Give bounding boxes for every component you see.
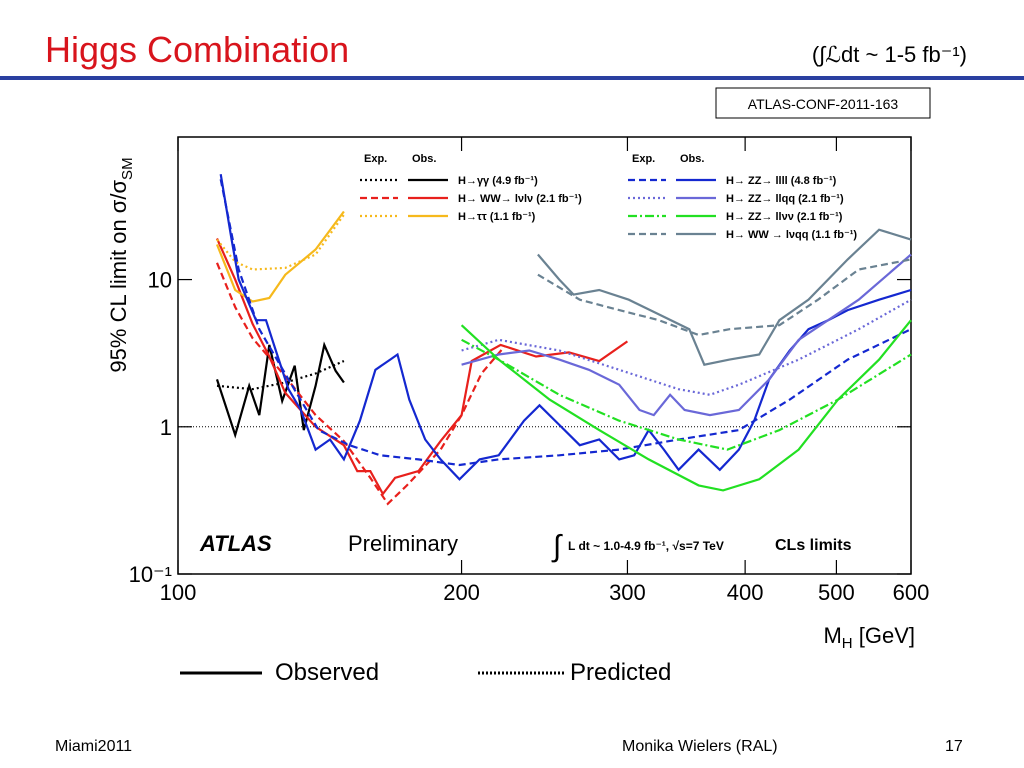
legend-header: Obs. <box>680 153 704 165</box>
expected-line <box>215 262 506 506</box>
lumi-label: L dt ~ 1.0-4.9 fb⁻¹, √s=7 TeV <box>568 539 724 553</box>
y-axis-label-sub: SM <box>119 157 136 180</box>
legend-label: H→ WW→ lνlν (2.1 fb⁻¹) <box>458 193 582 205</box>
legend-label: H→ WW → lνqq (1.1 fb⁻¹) <box>726 229 857 241</box>
observed-line <box>537 228 912 366</box>
reference-box <box>715 87 931 119</box>
expected-line <box>216 359 345 391</box>
legend-label: H→ ZZ→ llνν (2.1 fb⁻¹) <box>726 211 843 223</box>
observed-line <box>219 174 912 481</box>
title-rule <box>0 76 1024 80</box>
reference-text: ATLAS-CONF-2011-163 <box>748 96 899 112</box>
legend-label: H→ ZZ→ llqq (2.1 fb⁻¹) <box>726 193 844 205</box>
legend-label: H→ ZZ→ llll (4.8 fb⁻¹) <box>726 175 837 187</box>
y-axis-label-main: 95% CL limit on σ/σ <box>106 180 131 373</box>
method-label: CLs limits <box>775 537 852 554</box>
predicted-legend-label: Predicted <box>570 659 671 686</box>
experiment-label: ATLAS <box>199 531 272 556</box>
x-tick-label: 500 <box>818 580 855 605</box>
y-tick-label: 10 <box>148 268 172 293</box>
x-axis-label: MH [GeV] <box>823 623 915 652</box>
x-tick-label: 200 <box>443 580 480 605</box>
expected-line <box>216 214 345 271</box>
footer-center: Monika Wielers (RAL) <box>622 738 778 755</box>
x-tick-label: 400 <box>727 580 764 605</box>
legend-label: H→ττ (1.1 fb⁻¹) <box>458 211 536 223</box>
x-tick-label: 300 <box>609 580 646 605</box>
x-axis-label-sub: H <box>842 635 853 652</box>
expected-line <box>461 338 912 451</box>
observed-line <box>215 210 345 303</box>
expected-line <box>537 258 912 337</box>
legend-header: Exp. <box>632 153 655 165</box>
footer-left: Miami2011 <box>55 738 132 755</box>
observed-line <box>215 238 629 496</box>
integral-sign: ∫ <box>551 530 563 563</box>
chart: 95% CL limit on σ/σSM MH [GeV] ATLAS Pre… <box>106 136 930 652</box>
y-tick-label: 1 <box>160 415 172 440</box>
status-label: Preliminary <box>348 531 458 556</box>
observed-line <box>461 253 912 417</box>
slide-subtitle: (∫ℒdt ~ 1-5 fb⁻¹) <box>812 42 967 67</box>
x-axis-label-main: M <box>823 623 841 648</box>
legend-label: H→γγ (4.9 fb⁻¹) <box>458 175 538 187</box>
x-tick-label: 100 <box>160 580 197 605</box>
expected-line <box>461 298 912 396</box>
y-tick-label: 10⁻¹ <box>129 562 172 587</box>
legend-header: Obs. <box>412 153 436 165</box>
page-number: 17 <box>945 738 963 755</box>
x-tick-label: 600 <box>893 580 930 605</box>
observed-line <box>215 341 345 439</box>
x-axis-label-unit: [GeV] <box>853 623 915 648</box>
slide-title: Higgs Combination <box>45 29 349 70</box>
legend-header: Exp. <box>364 153 387 165</box>
y-axis-label: 95% CL limit on σ/σSM <box>106 157 136 372</box>
observed-line <box>460 319 912 492</box>
observed-legend-label: Observed <box>275 659 379 686</box>
